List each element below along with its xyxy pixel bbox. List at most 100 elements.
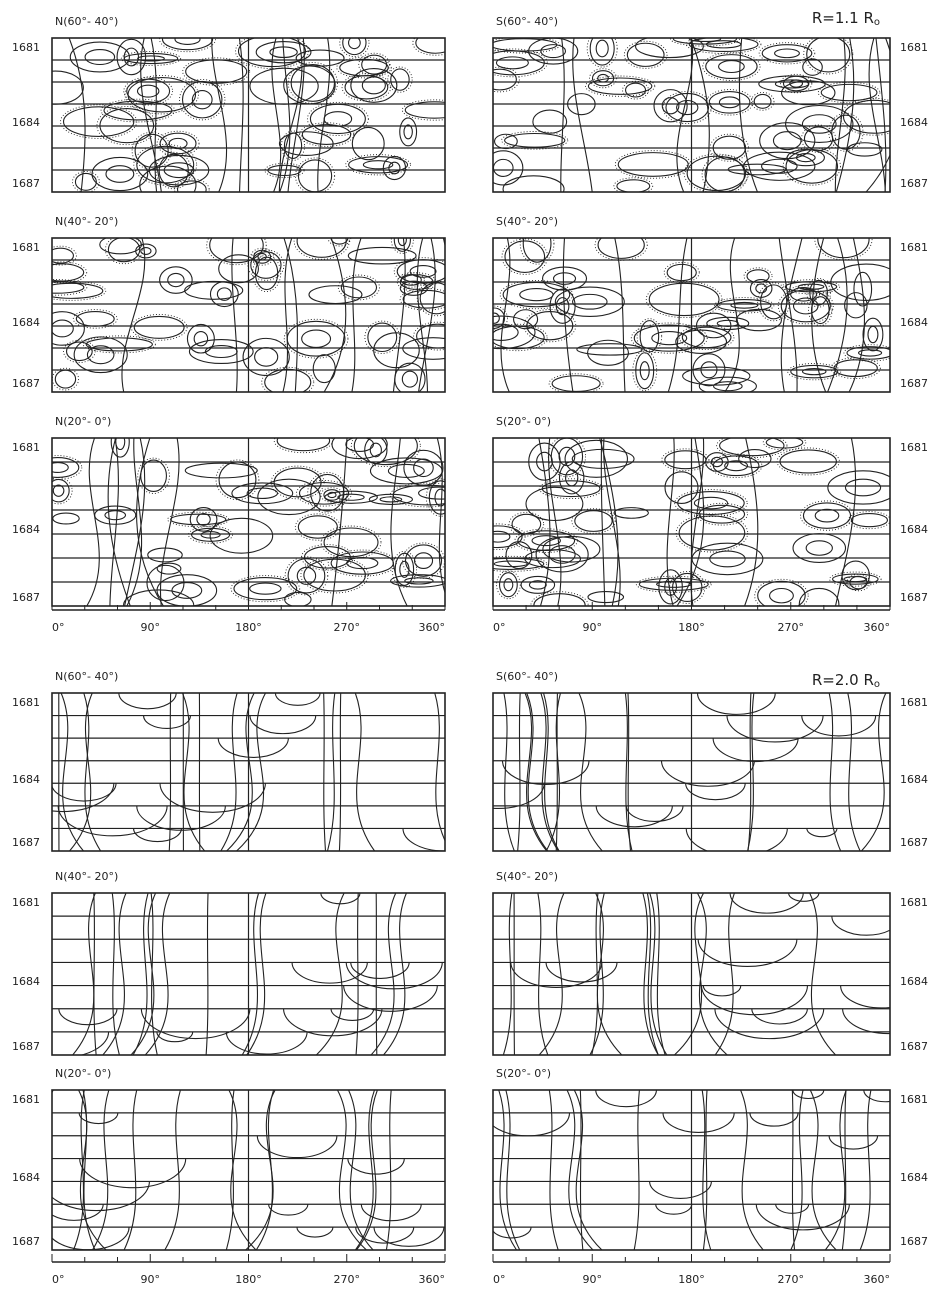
contour <box>626 83 646 97</box>
contour <box>549 1090 558 1250</box>
contour <box>356 893 358 1055</box>
contour <box>250 583 281 594</box>
radius-label: R=2.0 Ro <box>812 671 880 691</box>
contour <box>505 241 545 272</box>
contour <box>124 1090 137 1250</box>
contour-dotted <box>497 571 521 599</box>
contour <box>40 283 103 298</box>
contour <box>821 84 877 100</box>
contour <box>242 893 258 1055</box>
contour <box>37 458 79 478</box>
contour <box>61 693 83 851</box>
contour <box>505 133 565 147</box>
contour-dotted <box>157 131 199 156</box>
year-label: 1684 <box>900 773 928 786</box>
year-label: 1687 <box>12 591 40 604</box>
contour <box>533 110 567 133</box>
contour <box>192 91 212 109</box>
contours <box>28 27 467 204</box>
contour <box>116 434 125 449</box>
contour <box>791 365 838 377</box>
contour <box>706 55 757 79</box>
contour <box>346 437 374 451</box>
year-label: 1687 <box>12 1235 40 1248</box>
contour-dotted <box>37 281 106 300</box>
contour <box>750 1113 798 1126</box>
contour <box>656 1204 692 1214</box>
contour <box>194 332 207 346</box>
contour-dotted <box>294 223 349 260</box>
contour <box>316 893 344 1055</box>
contour <box>183 81 222 117</box>
contour <box>310 104 365 133</box>
contour-dotted <box>328 550 396 576</box>
contour <box>168 273 184 286</box>
x-tick-label: 180° <box>678 621 705 634</box>
contour <box>400 118 417 146</box>
contour <box>520 289 553 301</box>
contour <box>588 592 624 603</box>
contour <box>503 176 564 202</box>
x-tick-label: 0° <box>52 1273 65 1286</box>
contour <box>437 438 449 606</box>
year-label: 1684 <box>12 975 40 988</box>
contour <box>212 38 227 192</box>
contours <box>491 893 933 1055</box>
contour <box>111 427 129 457</box>
contour <box>697 893 727 1055</box>
contour <box>868 326 878 342</box>
contour <box>789 893 819 901</box>
panel-title: N(20°- 0°) <box>55 1067 111 1080</box>
contour <box>807 36 850 72</box>
contour <box>134 316 184 338</box>
contour-dotted <box>703 53 760 81</box>
x-tick-label: 360° <box>864 1273 891 1286</box>
contour <box>394 228 410 251</box>
contour <box>288 559 325 593</box>
radius-text: R=2.0 R <box>812 671 874 689</box>
contour <box>435 693 450 851</box>
contour <box>541 45 566 58</box>
contour <box>848 693 860 851</box>
contour <box>552 376 600 392</box>
contour <box>415 553 433 569</box>
contour <box>698 693 776 714</box>
contour <box>221 693 237 851</box>
x-axis: 0°90°180°270°360° <box>52 1254 445 1286</box>
contour <box>511 962 602 987</box>
contour <box>806 541 832 555</box>
contour <box>703 986 740 996</box>
year-label: 1684 <box>900 116 928 129</box>
x-tick-label: 270° <box>334 621 361 634</box>
contour <box>810 1090 836 1250</box>
contour-dotted <box>83 336 155 353</box>
contour <box>829 1136 878 1149</box>
contour <box>841 986 922 1008</box>
x-tick-label: 270° <box>778 621 805 634</box>
panel-title: N(40°- 20°) <box>55 215 118 228</box>
contour <box>538 893 548 1055</box>
contour-dotted <box>595 230 647 261</box>
contour-dotted <box>321 526 381 559</box>
contour <box>347 558 378 569</box>
contour <box>402 371 417 387</box>
year-label: 1684 <box>12 316 40 329</box>
contours <box>16 893 442 1057</box>
contour <box>807 828 837 836</box>
contour <box>53 513 79 524</box>
year-label: 1684 <box>12 1171 40 1184</box>
contour <box>110 438 119 606</box>
contour-dotted <box>342 74 391 101</box>
contour <box>489 313 499 323</box>
contour <box>730 893 803 913</box>
contour <box>210 228 264 263</box>
x-tick-label: 270° <box>334 1273 361 1286</box>
contour <box>405 578 433 584</box>
contour <box>363 161 392 169</box>
x-tick-label: 0° <box>493 621 506 634</box>
contour <box>43 1181 149 1210</box>
contour-dotted <box>44 246 76 265</box>
